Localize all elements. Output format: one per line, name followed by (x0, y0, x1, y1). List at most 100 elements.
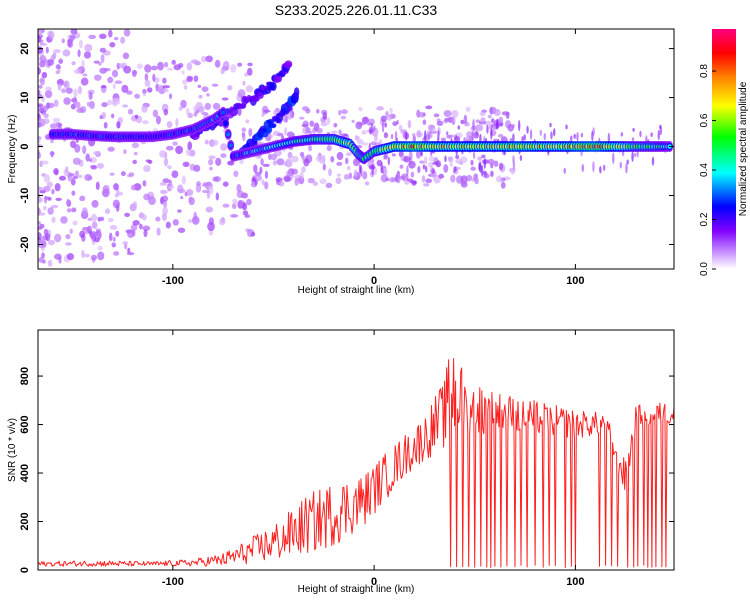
heatmap-noise-cell (187, 112, 194, 119)
heatmap-noise-cell (362, 171, 368, 180)
heatmap-noise-cell (201, 86, 209, 92)
heatmap-noise-cell (127, 108, 134, 115)
heatmap-noise-cell (72, 96, 78, 105)
heatmap-noise-cell (272, 160, 277, 166)
heatmap-noise-cell (122, 241, 129, 245)
heatmap-noise-cell (250, 231, 256, 237)
heatmap-noise-cell (283, 161, 288, 166)
heatmap-noise-cell (475, 130, 479, 137)
heatmap-noise-cell (425, 165, 428, 173)
heatmap-noise-cell (88, 158, 93, 162)
heatmap-noise-cell (123, 65, 132, 74)
heatmap-noise-cell (336, 151, 344, 161)
heatmap-noise-cell (374, 133, 378, 142)
heatmap-noise-cell (70, 140, 77, 149)
heatmap-noise-cell (38, 186, 44, 192)
heatmap-noise-cell (487, 114, 492, 119)
heatmap-noise-cell (330, 156, 335, 163)
heatmap-noise-cell (66, 208, 72, 213)
heatmap-noise-cell (359, 139, 364, 145)
heatmap-noise-cell (237, 62, 243, 67)
heatmap-noise-cell (42, 118, 50, 125)
heatmap-noise-cell (101, 112, 107, 119)
heatmap-noise-cell (301, 153, 305, 160)
heatmap-noise-cell (136, 63, 143, 69)
heatmap-noise-cell (114, 80, 123, 85)
heatmap-noise-cell (86, 101, 91, 107)
heatmap-noise-cell (163, 61, 169, 68)
heatmap-noise-cell (460, 156, 468, 164)
heatmap-noise-cell (330, 130, 338, 134)
heatmap-noise-cell (78, 39, 83, 49)
heatmap-noise-cell (176, 184, 184, 193)
heatmap-noise-cell (97, 251, 105, 261)
heatmap-noise-cell (390, 134, 394, 139)
heatmap-noise-cell (175, 145, 184, 155)
heatmap-noise-cell (62, 49, 71, 57)
heatmap-noise-cell (394, 130, 398, 141)
heatmap-noise-cell (245, 119, 250, 124)
heatmap-noise-cell (111, 113, 115, 119)
heatmap-noise-cell (38, 239, 45, 243)
heatmap-x-axis-title: Height of straight line (km) (298, 285, 415, 296)
heatmap-noise-cell (84, 43, 93, 53)
heatmap-noise-cell (77, 85, 82, 95)
heatmap-noise-cell (286, 170, 293, 177)
heatmap-noise-cell (449, 162, 453, 167)
heatmap-noise-cell (247, 62, 253, 67)
heatmap-noise-cell (519, 155, 523, 162)
heatmap-noise-cell (47, 239, 56, 246)
heatmap-noise-cell (148, 196, 156, 206)
heatmap-noise-cell (262, 163, 270, 167)
heatmap-noise-cell (162, 178, 170, 184)
heatmap-noise-cell (124, 212, 131, 217)
heatmap-noise-cell (392, 121, 398, 127)
heatmap-noise-cell (489, 106, 493, 115)
heatmap-noise-cell (182, 161, 190, 168)
heatmap-noise-cell (38, 135, 42, 141)
heatmap-noise-cell (100, 85, 107, 89)
heatmap-noise-cell (302, 120, 309, 128)
heatmap-ridge-core (228, 143, 233, 148)
heatmap-noise-cell (54, 121, 59, 130)
heatmap-noise-cell (97, 230, 102, 240)
heatmap-noise-cell (171, 59, 176, 65)
y-tick-label: -10 (19, 188, 31, 204)
x-tick-label: 0 (371, 576, 377, 588)
heatmap-noise-cell (446, 135, 452, 139)
heatmap-noise-cell (93, 60, 100, 64)
heatmap-noise-cell (198, 94, 203, 99)
heatmap-noise-cell (287, 151, 293, 159)
heatmap-noise-cell (233, 170, 239, 178)
heatmap-noise-cell (72, 157, 81, 165)
heatmap-noise-cell (451, 115, 456, 125)
heatmap-branch-cell (293, 87, 300, 97)
colorbar-tick-label: 0.2 (699, 212, 710, 226)
heatmap-noise-cell (208, 158, 214, 166)
colorbar-tick-label: 0.8 (699, 64, 710, 78)
heatmap-noise-cell (478, 162, 481, 171)
heatmap-noise-cell (113, 251, 120, 256)
heatmap-noise-cell (38, 212, 46, 216)
colorbar-title: Normalized spectral amplitude (738, 81, 749, 216)
heatmap-noise-cell (244, 72, 249, 77)
heatmap-noise-cell (447, 156, 454, 163)
heatmap-noise-cell (523, 134, 526, 141)
heatmap-noise-cell (102, 184, 110, 194)
heatmap-noise-cell (80, 77, 89, 86)
heatmap-noise-cell (478, 156, 482, 163)
heatmap-noise-cell (328, 168, 332, 177)
heatmap-noise-cell (487, 158, 495, 165)
heatmap-noise-cell (61, 38, 65, 44)
y-tick-label: 600 (19, 415, 31, 433)
heatmap-noise-cell (405, 130, 408, 141)
heatmap-noise-cell (410, 171, 415, 178)
heatmap-noise-cell (398, 124, 403, 132)
heatmap-noise-cell (626, 159, 629, 165)
heatmap-noise-cell (95, 181, 100, 191)
heatmap-noise-cell (384, 122, 387, 128)
heatmap-noise-cell (521, 135, 524, 143)
heatmap-noise-cell (385, 177, 390, 182)
heatmap-noise-cell (131, 142, 140, 149)
heatmap-noise-cell (91, 221, 98, 229)
